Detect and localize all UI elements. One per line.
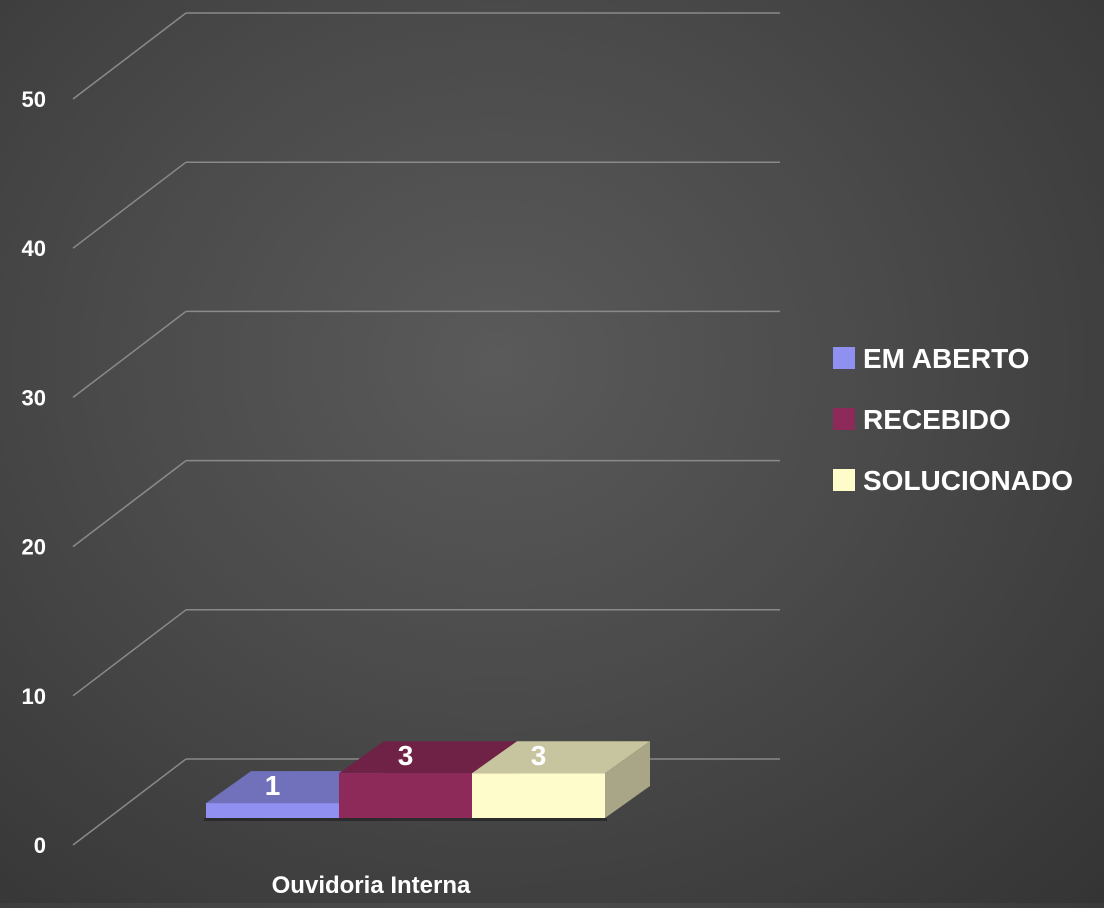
gridline-side [72,758,187,846]
bar-front-face [206,803,339,818]
legend-item: SOLUCIONADO [833,465,1073,496]
y-tick-label: 10 [22,684,46,709]
bar-top-face [472,741,650,774]
gridlines [72,12,780,846]
gridline-side [72,12,187,100]
y-axis-ticks: 0 10 20 30 40 50 [22,87,46,858]
data-labels: 1 3 3 [265,740,547,801]
x-category-label: Ouvidoria Interna [272,872,471,899]
bars [204,741,650,821]
legend-label: EM ABERTO [863,343,1029,374]
legend: EM ABERTO RECEBIDO SOLUCIONADO [833,343,1073,496]
data-label: 3 [398,740,414,771]
y-tick-label: 50 [22,87,46,112]
gridline-side [72,161,187,249]
legend-item: EM ABERTO [833,343,1029,374]
bar-front-face [339,773,472,818]
gridline-side [72,460,187,548]
legend-item: RECEBIDO [833,404,1011,435]
legend-swatch [833,469,855,491]
bar-front-face [472,773,605,818]
bar-shadow [204,818,607,821]
legend-swatch [833,347,855,369]
y-tick-label: 30 [22,385,46,410]
legend-swatch [833,408,855,430]
legend-label: SOLUCIONADO [863,465,1073,496]
y-tick-label: 20 [22,535,46,560]
bar-solucionado [472,741,650,818]
bar-top-face [339,741,517,774]
bar-side-face [605,741,650,818]
legend-label: RECEBIDO [863,404,1011,435]
data-label: 3 [531,740,547,771]
gridline-side [72,310,187,398]
y-tick-label: 40 [22,236,46,261]
y-tick-label: 0 [34,833,46,858]
gridline-side [72,609,187,697]
data-label: 1 [265,770,281,801]
